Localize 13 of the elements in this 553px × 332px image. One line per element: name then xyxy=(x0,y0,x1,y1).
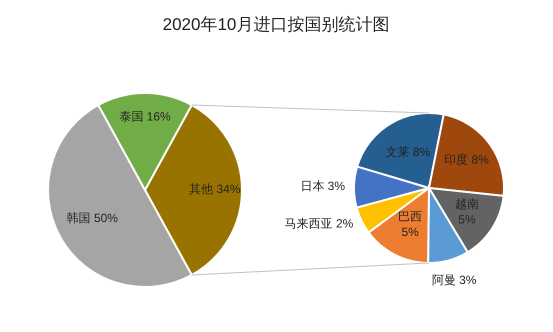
text: 2020年10月进口按国别统计图 xyxy=(162,15,390,34)
slice-label: 印度 8% xyxy=(444,152,490,167)
slice-label: 韩国 50% xyxy=(66,211,118,226)
data-label: 5% xyxy=(458,212,476,227)
slice-label: 巴西 xyxy=(398,210,422,224)
slice-label: 阿曼 3% xyxy=(432,272,477,287)
data-label: 5% xyxy=(401,225,420,240)
slice-label: 泰国 16% xyxy=(119,109,171,124)
slice-label: 马来西亚 2% xyxy=(284,216,354,231)
slice-label: 日本 3% xyxy=(300,179,346,194)
slice-label: 其他 34% xyxy=(189,182,241,196)
slice-label: 越南 xyxy=(454,197,479,212)
slice-label: 文莱 8% xyxy=(385,144,430,159)
